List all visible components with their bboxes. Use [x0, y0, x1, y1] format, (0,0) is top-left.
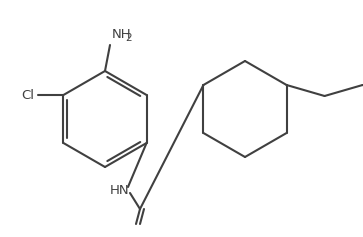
Text: O: O	[129, 236, 139, 237]
Text: NH: NH	[112, 28, 132, 41]
Text: HN: HN	[110, 184, 130, 197]
Text: Cl: Cl	[21, 88, 34, 101]
Text: 2: 2	[125, 33, 132, 43]
